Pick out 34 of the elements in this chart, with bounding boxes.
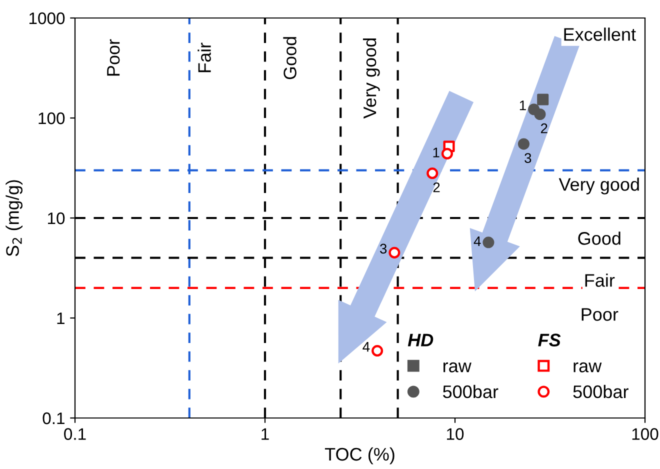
y-tick-label: 1000 bbox=[29, 12, 65, 24]
annotation: Good bbox=[578, 232, 620, 245]
annotation: 1 bbox=[520, 100, 526, 110]
annotation: 4 bbox=[362, 342, 370, 352]
y-tick-label: 100 bbox=[38, 112, 65, 124]
y-axis-title: S$_{2}$ (mg/g) bbox=[6, 180, 23, 256]
annotation: Poor bbox=[107, 39, 120, 76]
annotation: Fair bbox=[198, 42, 211, 72]
legend-label: 500bar bbox=[443, 384, 498, 398]
annotation: Excellent bbox=[564, 28, 636, 41]
x-tick-label: 0.1 bbox=[64, 428, 86, 440]
annotation: 4 bbox=[474, 236, 481, 246]
y-tick-label: 1 bbox=[57, 312, 64, 324]
x-tick-label: 100 bbox=[632, 428, 658, 440]
annotation: Poor bbox=[582, 308, 618, 321]
annotation: Very good bbox=[558, 178, 639, 194]
y-tick-label: 0.1 bbox=[42, 412, 64, 424]
annotation: 2 bbox=[540, 123, 548, 134]
x-tick-label: 1 bbox=[262, 428, 269, 440]
legend-label: raw bbox=[574, 362, 602, 372]
legend-label: raw bbox=[443, 362, 472, 372]
annotation: HD bbox=[408, 334, 434, 346]
annotation: FS bbox=[538, 334, 561, 346]
x-tick-label: 10 bbox=[447, 428, 464, 440]
annotation: 3 bbox=[380, 244, 387, 254]
y-tick-label: 10 bbox=[48, 212, 65, 224]
annotation: 3 bbox=[524, 153, 532, 163]
annotation: 1 bbox=[433, 148, 440, 158]
annotation: 2 bbox=[433, 182, 440, 192]
annotation: Good bbox=[283, 37, 296, 80]
legend-label: 500bar bbox=[573, 384, 628, 398]
x-axis-title: TOC (%) bbox=[324, 447, 394, 464]
annotation: Very good bbox=[362, 38, 380, 119]
annotation: Fair bbox=[585, 274, 615, 287]
